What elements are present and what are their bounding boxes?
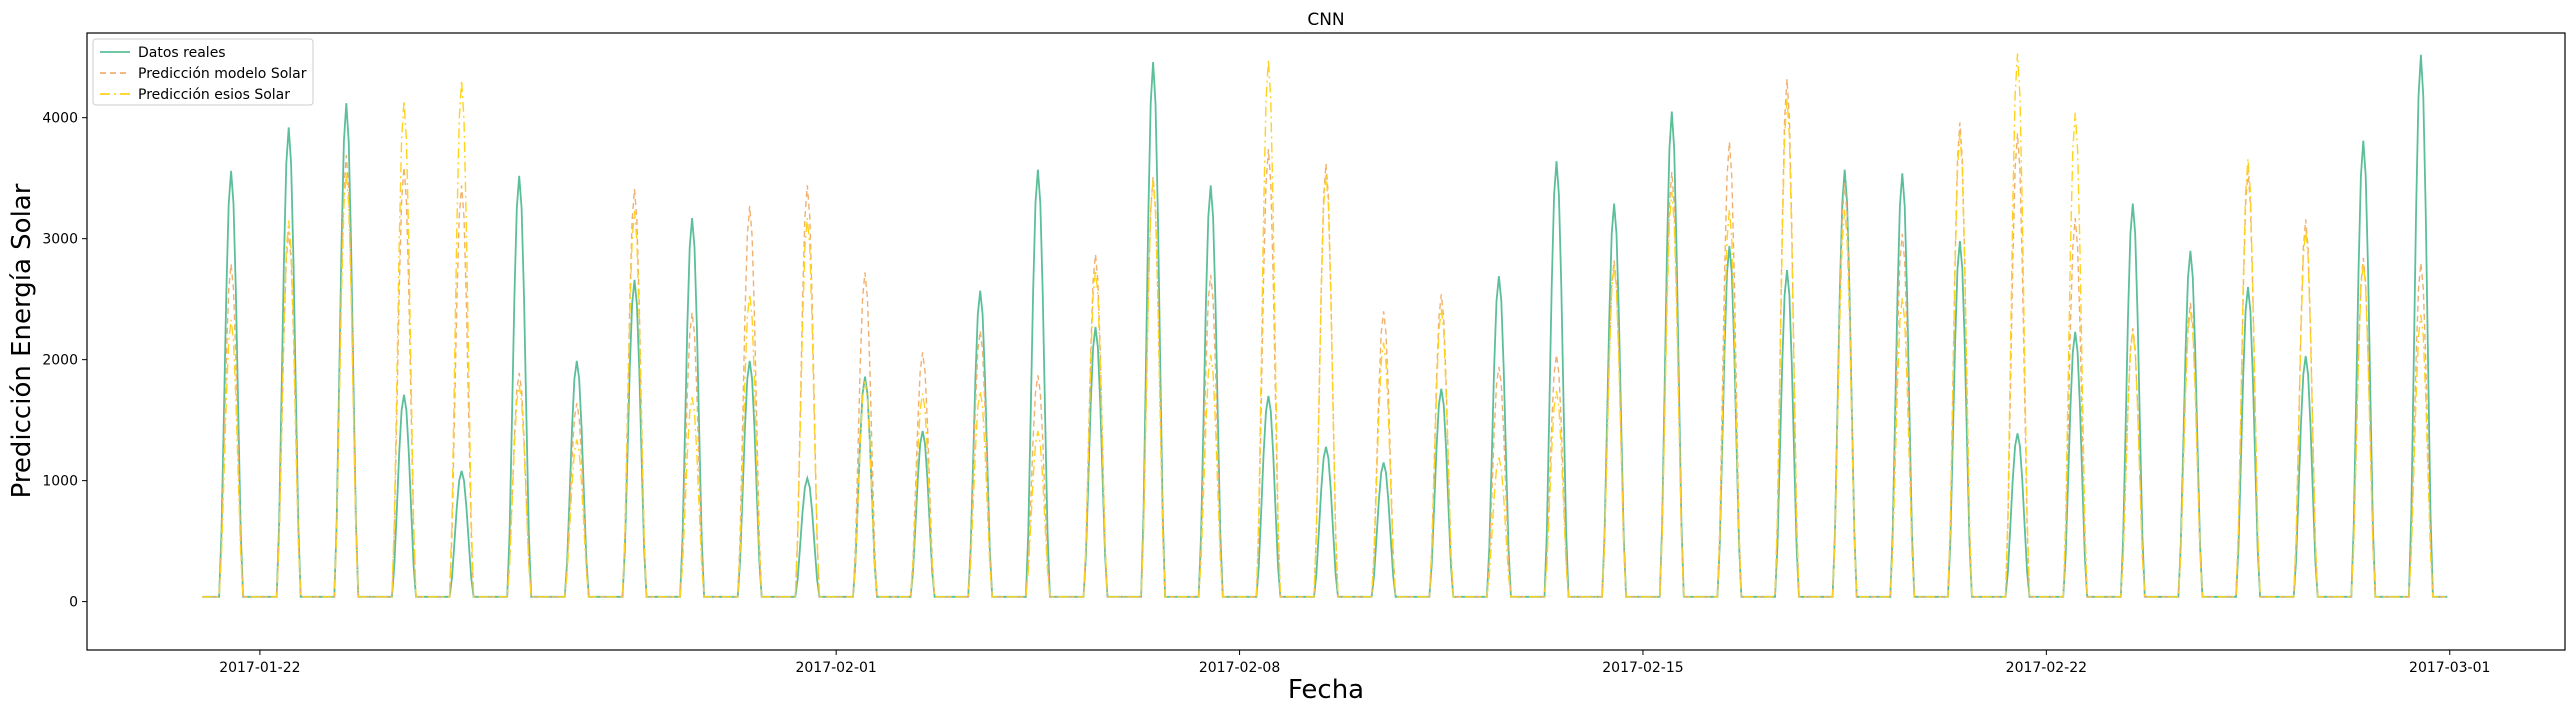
x-tick-label: 2017-02-15 xyxy=(1602,660,1683,676)
y-tick-label: 0 xyxy=(69,595,78,611)
chart-title: CNN xyxy=(1307,10,1344,30)
legend-label: Predicción modelo Solar xyxy=(138,66,307,82)
y-tick-label: 1000 xyxy=(42,474,78,490)
x-axis-title: Fecha xyxy=(1288,675,1364,705)
y-tick-label: 2000 xyxy=(42,353,78,369)
x-tick-label: 2017-03-01 xyxy=(2409,660,2490,676)
plot-frame xyxy=(86,32,2566,651)
series-line-3 xyxy=(202,53,2448,598)
x-tick-label: 2017-02-22 xyxy=(2006,660,2087,676)
legend-label: Datos reales xyxy=(138,45,226,61)
x-tick-label: 2017-02-01 xyxy=(795,660,876,676)
y-tick-label: 3000 xyxy=(42,232,78,248)
plot-area xyxy=(86,32,2566,651)
legend-box xyxy=(92,38,314,106)
x-axis: 2017-01-22 2017-02-01 2017-02-08 2017-02-15… xyxy=(219,650,2490,676)
series-line-1 xyxy=(202,54,2448,598)
y-axis-title: Predicción Energía Solar xyxy=(7,183,37,498)
x-tick-label: 2017-02-08 xyxy=(1199,660,1280,676)
y-axis: 0 1000 2000 3000 4000 xyxy=(42,111,87,611)
y-tick-label: 4000 xyxy=(42,111,78,127)
series-layer xyxy=(202,53,2448,598)
legend: Datos reales Predicción modelo Solar Predi… xyxy=(92,38,314,106)
x-tick-label: 2017-01-22 xyxy=(219,660,300,676)
legend-label: Predicción esios Solar xyxy=(138,87,290,103)
